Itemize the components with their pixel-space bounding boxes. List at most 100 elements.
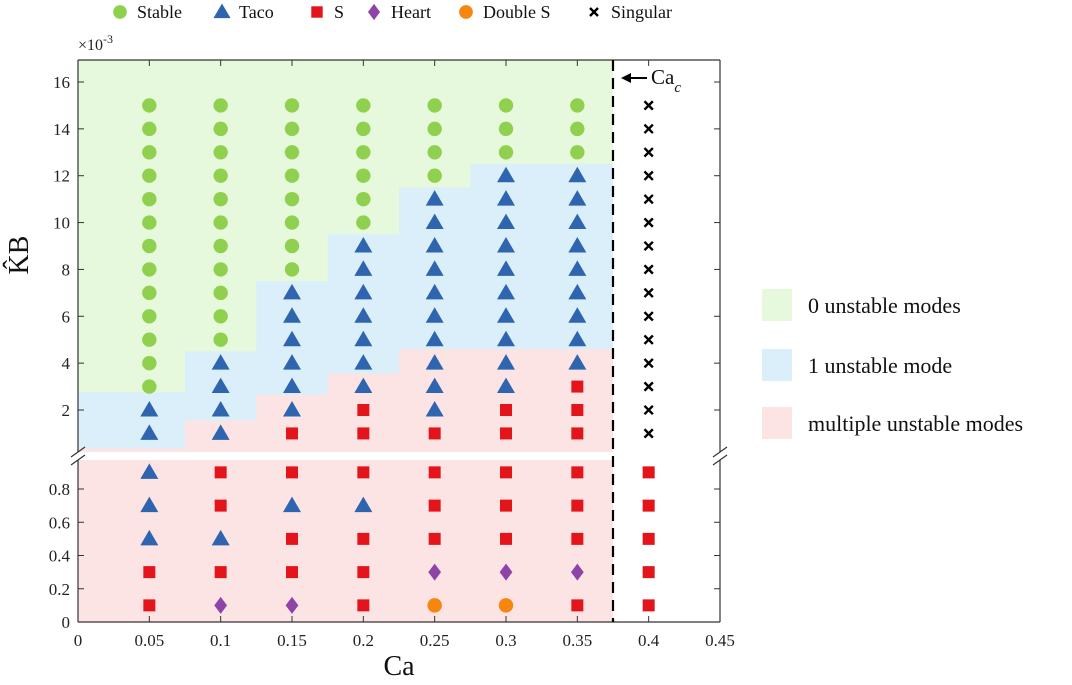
stable-marker <box>213 309 228 324</box>
taco-marker <box>354 330 373 347</box>
taco-marker <box>568 237 587 253</box>
region-legend-label: 0 unstable modes <box>808 293 961 318</box>
stable-marker <box>427 145 442 160</box>
s-marker <box>571 466 584 479</box>
taco-marker <box>425 213 444 230</box>
s-marker <box>571 427 584 440</box>
stable-marker <box>356 145 371 160</box>
stable-marker <box>570 121 585 137</box>
taco-marker <box>497 307 515 323</box>
taco-marker <box>497 354 515 370</box>
singular-cross-stroke <box>643 100 654 111</box>
taco-marker <box>568 307 587 323</box>
s-marker <box>214 566 227 579</box>
taco-marker <box>568 260 587 276</box>
region-legend-item: 0 unstable modes <box>762 289 961 321</box>
taco-marker <box>211 377 230 394</box>
axis-ticks: 0 0.05 0.1 0.15 0.2 0.25 0.3 0.35 0.4 0.45 2 4 6 8 10 1… <box>49 60 735 650</box>
singular-marker <box>643 194 654 205</box>
s-marker <box>500 532 512 545</box>
singular-cross-stroke <box>643 123 654 134</box>
s-marker <box>357 599 370 612</box>
singular-marker <box>643 287 654 298</box>
stable-marker <box>142 98 157 113</box>
taco-marker <box>140 529 159 546</box>
y-axis-multiplier: ×10-3 <box>78 32 113 54</box>
s-marker <box>642 566 655 579</box>
singular-cross-stroke <box>643 311 654 322</box>
stable-marker <box>142 145 157 160</box>
s-marker <box>571 599 584 612</box>
singular-marker <box>643 170 654 181</box>
axis-break-mark <box>712 446 728 458</box>
legend-item-heart: Heart <box>367 2 431 22</box>
s-marker <box>214 499 227 512</box>
taco-marker <box>354 377 373 394</box>
y-tick-label-lower: 0.4 <box>49 547 71 566</box>
stable-marker <box>427 98 442 113</box>
singular-marker <box>643 381 654 392</box>
singular-cross-stroke <box>643 240 654 252</box>
singular-marker <box>643 240 654 252</box>
y-tick-label-upper: 2 <box>62 401 71 420</box>
s-marker <box>143 566 156 579</box>
taco-marker <box>497 190 515 206</box>
stable-marker <box>284 262 300 277</box>
taco-marker <box>283 496 301 513</box>
stable-marker <box>142 309 157 324</box>
stable-marker <box>570 145 585 160</box>
taco-marker <box>568 283 587 300</box>
s-marker <box>286 466 298 479</box>
critical-capillary-line: Cac <box>611 60 681 622</box>
taco-marker <box>425 283 444 300</box>
stable-marker <box>284 145 300 160</box>
s-marker <box>428 499 441 512</box>
legend-label: Double S <box>483 2 551 22</box>
region-lower-multiple <box>78 460 613 622</box>
taco-marker <box>354 354 373 370</box>
taco-marker <box>211 529 230 546</box>
taco-marker <box>354 307 373 323</box>
taco-marker <box>283 307 301 323</box>
singular-marker <box>643 123 654 134</box>
stable-marker <box>570 98 585 113</box>
stable-marker <box>142 379 157 394</box>
taco-marker <box>497 166 515 183</box>
s-marker <box>428 427 441 440</box>
singular-marker <box>643 358 654 369</box>
singular-marker <box>643 428 654 439</box>
legend-label: Stable <box>137 2 182 22</box>
heart-marker <box>367 3 381 21</box>
taco-marker <box>568 166 587 183</box>
singular-cross-stroke <box>643 334 654 345</box>
stable-marker <box>142 191 157 207</box>
heart-marker <box>428 563 442 581</box>
taco-marker <box>497 283 515 300</box>
y-tick-label-upper: 16 <box>53 73 70 92</box>
double-s-marker <box>498 598 514 613</box>
s-marker <box>143 599 156 612</box>
s-marker <box>357 404 370 416</box>
s-marker <box>642 599 655 612</box>
singular-marker <box>643 264 654 275</box>
region-swatch <box>762 289 792 321</box>
legend-item-singular: Singular <box>589 2 672 22</box>
legend-label: S <box>334 2 344 22</box>
stable-marker <box>284 168 300 183</box>
stable-marker <box>498 145 514 160</box>
singular-cross-stroke <box>643 170 654 181</box>
s-marker <box>500 427 512 440</box>
singular-cross-stroke <box>643 358 654 369</box>
s-marker <box>500 499 512 512</box>
stable-marker <box>213 238 228 254</box>
taco-marker <box>140 496 159 513</box>
x-tick-label: 0.45 <box>705 631 735 650</box>
singular-marker <box>643 311 654 322</box>
legend-label: Taco <box>239 2 274 22</box>
taco-marker <box>568 330 587 347</box>
singular-marker <box>589 7 599 17</box>
legend-item-taco: Taco <box>213 2 274 22</box>
stable-marker <box>142 238 157 254</box>
region-legend-label: 1 unstable mode <box>808 353 952 378</box>
